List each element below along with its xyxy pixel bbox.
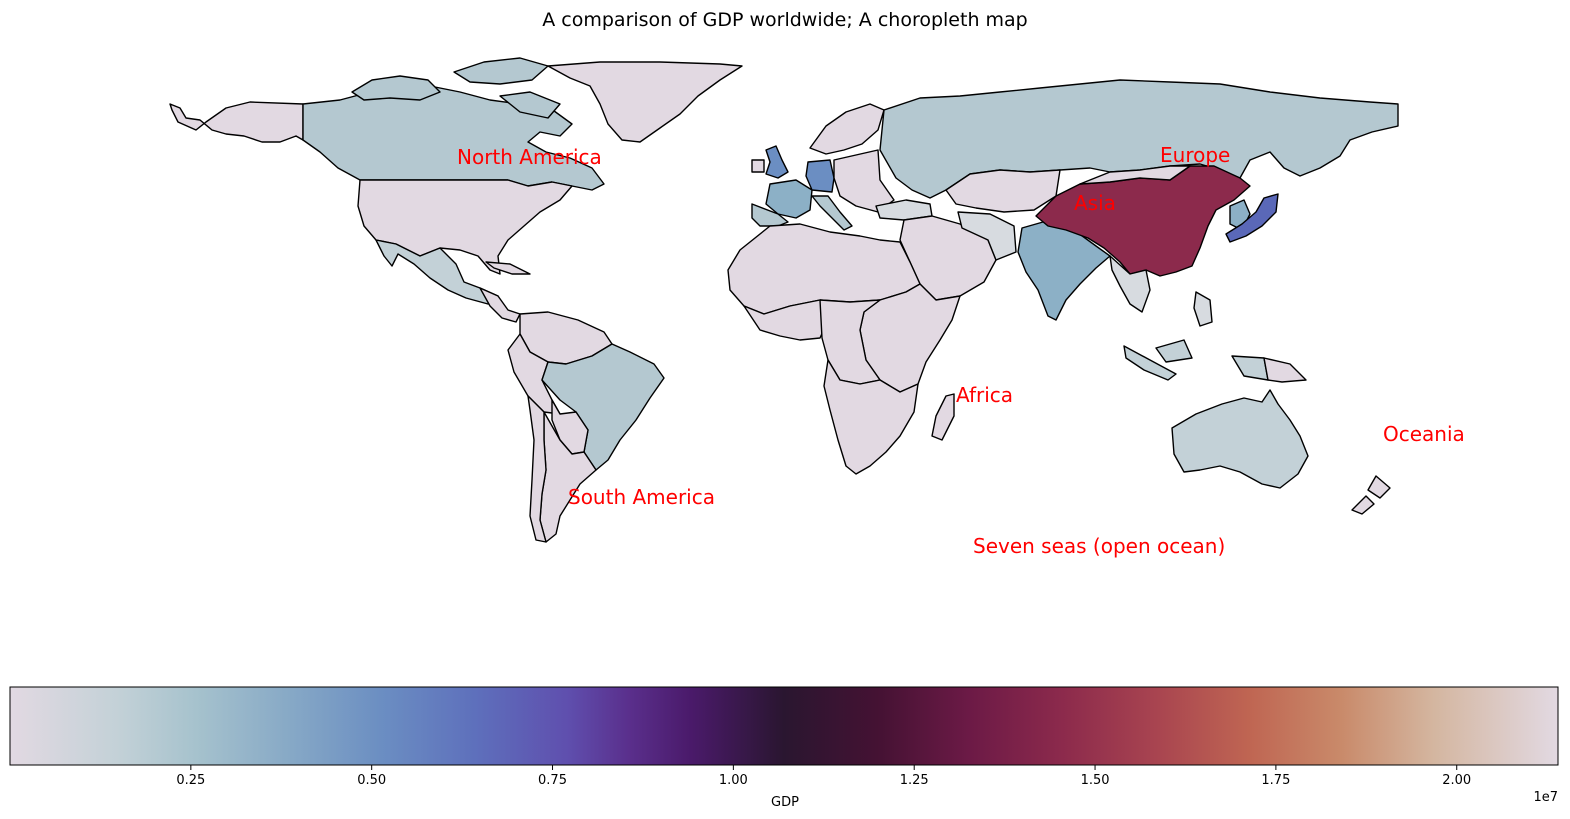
country-uk[interactable] (765, 145, 789, 179)
colorbar-label: GDP (771, 795, 799, 810)
country-ireland[interactable] (751, 159, 765, 173)
world-map (169, 57, 1399, 543)
label-south-america: South America (568, 485, 715, 509)
colorbar-gradient (9, 686, 1559, 766)
map-title: A comparison of GDP worldwide; A choropl… (542, 9, 1027, 31)
colorbar-tick-label: 0.50 (357, 773, 386, 788)
country-italy[interactable] (811, 195, 853, 231)
country-central-africa[interactable] (819, 299, 881, 385)
colorbar-tick-label: 0.75 (538, 773, 567, 788)
country-brazil[interactable] (541, 343, 665, 471)
colorbar-tick-label: 1.50 (1081, 773, 1110, 788)
colorbar: 0.25 0.50 0.75 1.00 1.25 1.50 1.75 2.00 GDP 1e7 (9, 686, 1559, 810)
country-canada[interactable] (302, 85, 605, 191)
country-southeast-asia[interactable] (1109, 255, 1151, 313)
label-north-america: North America (457, 145, 602, 169)
country-australia[interactable] (1171, 389, 1309, 489)
country-alaska[interactable] (169, 101, 304, 143)
colorbar-tick-label: 1.75 (1261, 773, 1290, 788)
colorbar-ticks: 0.25 0.50 0.75 1.00 1.25 1.50 1.75 2.00 (176, 765, 1471, 788)
colorbar-tick-label: 2.00 (1442, 773, 1471, 788)
colorbar-tick-label: 1.25 (900, 773, 929, 788)
country-mongolia[interactable] (1079, 165, 1191, 185)
country-philippines[interactable] (1193, 291, 1213, 327)
continent-annotations: North America Europe Asia Africa Oceania… (457, 143, 1465, 558)
country-papua-new-guinea[interactable] (1263, 357, 1307, 383)
country-greenland[interactable] (547, 61, 743, 143)
label-africa: Africa (956, 383, 1013, 407)
country-germany[interactable] (805, 159, 835, 193)
country-madagascar[interactable] (931, 393, 955, 441)
country-indonesia[interactable] (1123, 339, 1269, 381)
country-scandinavia[interactable] (809, 103, 885, 155)
country-new-zealand[interactable] (1351, 475, 1391, 515)
country-france[interactable] (765, 179, 813, 219)
country-southern-africa[interactable] (823, 359, 919, 475)
colorbar-exponent: 1e7 (1533, 790, 1558, 805)
colorbar-tick-label: 1.00 (719, 773, 748, 788)
country-canada-arctic[interactable] (351, 57, 561, 119)
label-oceania: Oceania (1383, 422, 1465, 446)
country-japan[interactable] (1225, 193, 1279, 243)
country-cuba[interactable] (485, 261, 531, 275)
colorbar-tick-label: 0.25 (176, 773, 205, 788)
country-central-america[interactable] (479, 287, 521, 323)
country-iran[interactable] (957, 211, 1017, 261)
label-europe: Europe (1160, 143, 1230, 167)
label-asia: Asia (1074, 191, 1116, 215)
label-seven-seas: Seven seas (open ocean) (973, 534, 1225, 558)
country-chile[interactable] (527, 395, 547, 543)
